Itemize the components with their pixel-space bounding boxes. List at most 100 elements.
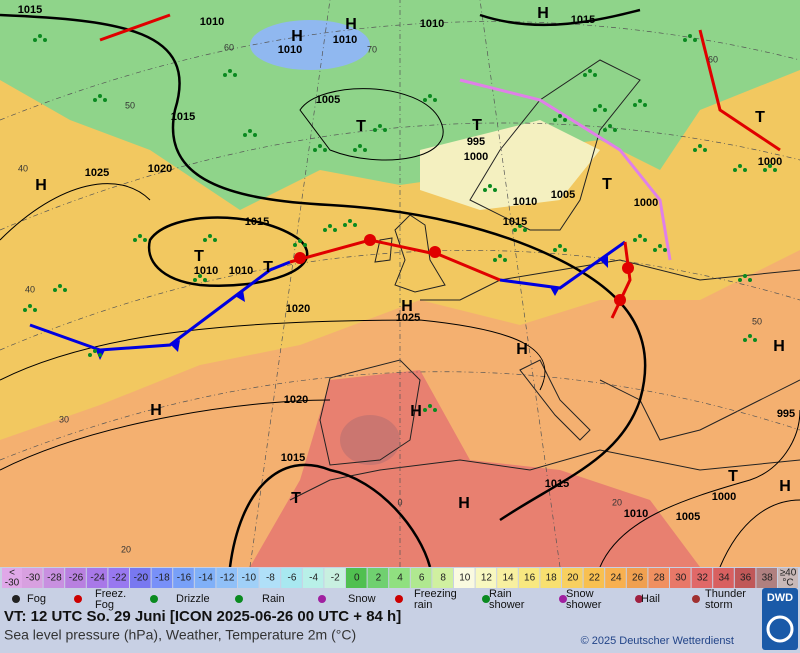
map-labels: H H H H T T T T H H H H T H T H H T T 1015 1010 1010 1010 1010 1… bbox=[18, 4, 795, 554]
isobar-label: 1010 bbox=[420, 18, 444, 30]
cold-front bbox=[499, 240, 626, 290]
isobar-label: 1010 bbox=[513, 196, 537, 208]
isobar-label: 995 bbox=[777, 408, 795, 420]
rain-dot bbox=[233, 73, 237, 77]
scale-low-swatch bbox=[2, 568, 22, 588]
rain-dot bbox=[98, 353, 102, 357]
weather-icon bbox=[150, 595, 158, 603]
scale-swatch bbox=[108, 568, 129, 588]
isobar-label: 995 bbox=[467, 136, 485, 148]
rain-dot bbox=[323, 228, 327, 232]
scale-label: 26 bbox=[632, 573, 644, 584]
scale-swatch bbox=[648, 568, 669, 588]
scale-label: 28 bbox=[654, 573, 666, 584]
rain-dot bbox=[93, 98, 97, 102]
rain-dot bbox=[323, 148, 327, 152]
scale-swatch bbox=[734, 568, 756, 588]
rain-dot bbox=[333, 228, 337, 232]
isobar-label: 1010 bbox=[333, 34, 357, 46]
rain-dot bbox=[558, 244, 562, 248]
scale-label: 30 bbox=[675, 573, 687, 584]
scale-label: 18 bbox=[546, 573, 558, 584]
pressure-center: H bbox=[35, 177, 47, 194]
latitude-label: 30 bbox=[59, 414, 69, 424]
pressure-center: T bbox=[291, 490, 301, 507]
pressure-center: H bbox=[401, 298, 413, 315]
scale-label: -26 bbox=[69, 573, 84, 584]
rain-dot bbox=[28, 304, 32, 308]
weather-item-label: Rain bbox=[489, 588, 512, 600]
cold-front bbox=[29, 260, 291, 352]
isobar-label: 1000 bbox=[634, 197, 658, 209]
rain-dot bbox=[318, 144, 322, 148]
scale-label: -14 bbox=[198, 573, 213, 584]
rain-dot bbox=[23, 308, 27, 312]
rain-dot bbox=[423, 98, 427, 102]
scale-label: -30 bbox=[26, 573, 41, 584]
rain-dot bbox=[343, 223, 347, 227]
rain-dot bbox=[553, 118, 557, 122]
isobar-label: 1020 bbox=[148, 163, 172, 175]
scale-label: -20 bbox=[134, 573, 149, 584]
rain-dot bbox=[593, 108, 597, 112]
isobar-label: 1000 bbox=[758, 156, 782, 168]
scale-swatch bbox=[346, 568, 367, 588]
weather-symbols bbox=[23, 34, 777, 412]
logo-mark bbox=[766, 615, 794, 643]
scale-low-label: -30 bbox=[5, 578, 20, 589]
scale-swatch bbox=[562, 568, 583, 588]
scale-swatch bbox=[497, 568, 518, 588]
rain-dot bbox=[223, 73, 227, 77]
scale-swatch bbox=[389, 568, 410, 588]
rain-dot bbox=[743, 168, 747, 172]
isobar-label: 1025 bbox=[396, 312, 420, 324]
warm-front bbox=[698, 29, 781, 152]
rain-dot bbox=[523, 228, 527, 232]
rain-dot bbox=[63, 288, 67, 292]
weather-item-label: Freez. bbox=[95, 588, 126, 600]
weather-item-label: Snow bbox=[348, 593, 376, 605]
rain-dot bbox=[753, 338, 757, 342]
isobar-label: 1010 bbox=[229, 265, 253, 277]
graticule bbox=[0, 0, 800, 568]
isobar-label: 1020 bbox=[286, 303, 310, 315]
scale-label: -16 bbox=[177, 573, 192, 584]
isobar-label: 1005 bbox=[551, 189, 575, 201]
rain-dot bbox=[518, 224, 522, 228]
rain-dot bbox=[143, 238, 147, 242]
weather-item-label: Fog bbox=[95, 599, 114, 611]
scale-label: -22 bbox=[112, 573, 127, 584]
hot-core bbox=[340, 415, 400, 465]
rain-dot bbox=[503, 258, 507, 262]
legend: <-30 -30 -28 -26 -24 -22 -20 -18 -16 -14 -12 -10 -8-… bbox=[0, 567, 800, 611]
scale-swatch bbox=[22, 568, 43, 588]
rain-dot bbox=[738, 278, 742, 282]
scale-swatch bbox=[302, 568, 324, 588]
rain-dot bbox=[348, 219, 352, 223]
rain-dot bbox=[293, 243, 297, 247]
rain-dot bbox=[613, 128, 617, 132]
weather-item-label: Hail bbox=[641, 593, 660, 605]
rain-dot bbox=[603, 108, 607, 112]
rain-dot bbox=[633, 103, 637, 107]
scale-swatch bbox=[626, 568, 648, 588]
pressure-center: H bbox=[345, 16, 357, 33]
isobar-label: 1010 bbox=[278, 44, 302, 56]
weather-item-label: Snow bbox=[566, 588, 594, 600]
rain-dot bbox=[303, 243, 307, 247]
scale-swatch bbox=[194, 568, 216, 588]
isobar-label: 1010 bbox=[200, 16, 224, 28]
scale-swatch bbox=[43, 568, 65, 588]
isobars bbox=[0, 8, 800, 568]
rain-dot bbox=[193, 278, 197, 282]
latitude-label: 20 bbox=[612, 497, 622, 507]
map: H H H H T T T T H H H H T H T H H T T 1015 1010 1010 1010 1010 1… bbox=[0, 0, 800, 568]
pressure-center: T bbox=[472, 117, 482, 134]
pressure-center: T bbox=[263, 259, 273, 276]
scale-label: 8 bbox=[440, 573, 446, 584]
scale-swatch bbox=[475, 568, 497, 588]
scale-label: -28 bbox=[47, 573, 62, 584]
latitude-label: 60 bbox=[224, 42, 234, 52]
weather-icon bbox=[318, 595, 326, 603]
